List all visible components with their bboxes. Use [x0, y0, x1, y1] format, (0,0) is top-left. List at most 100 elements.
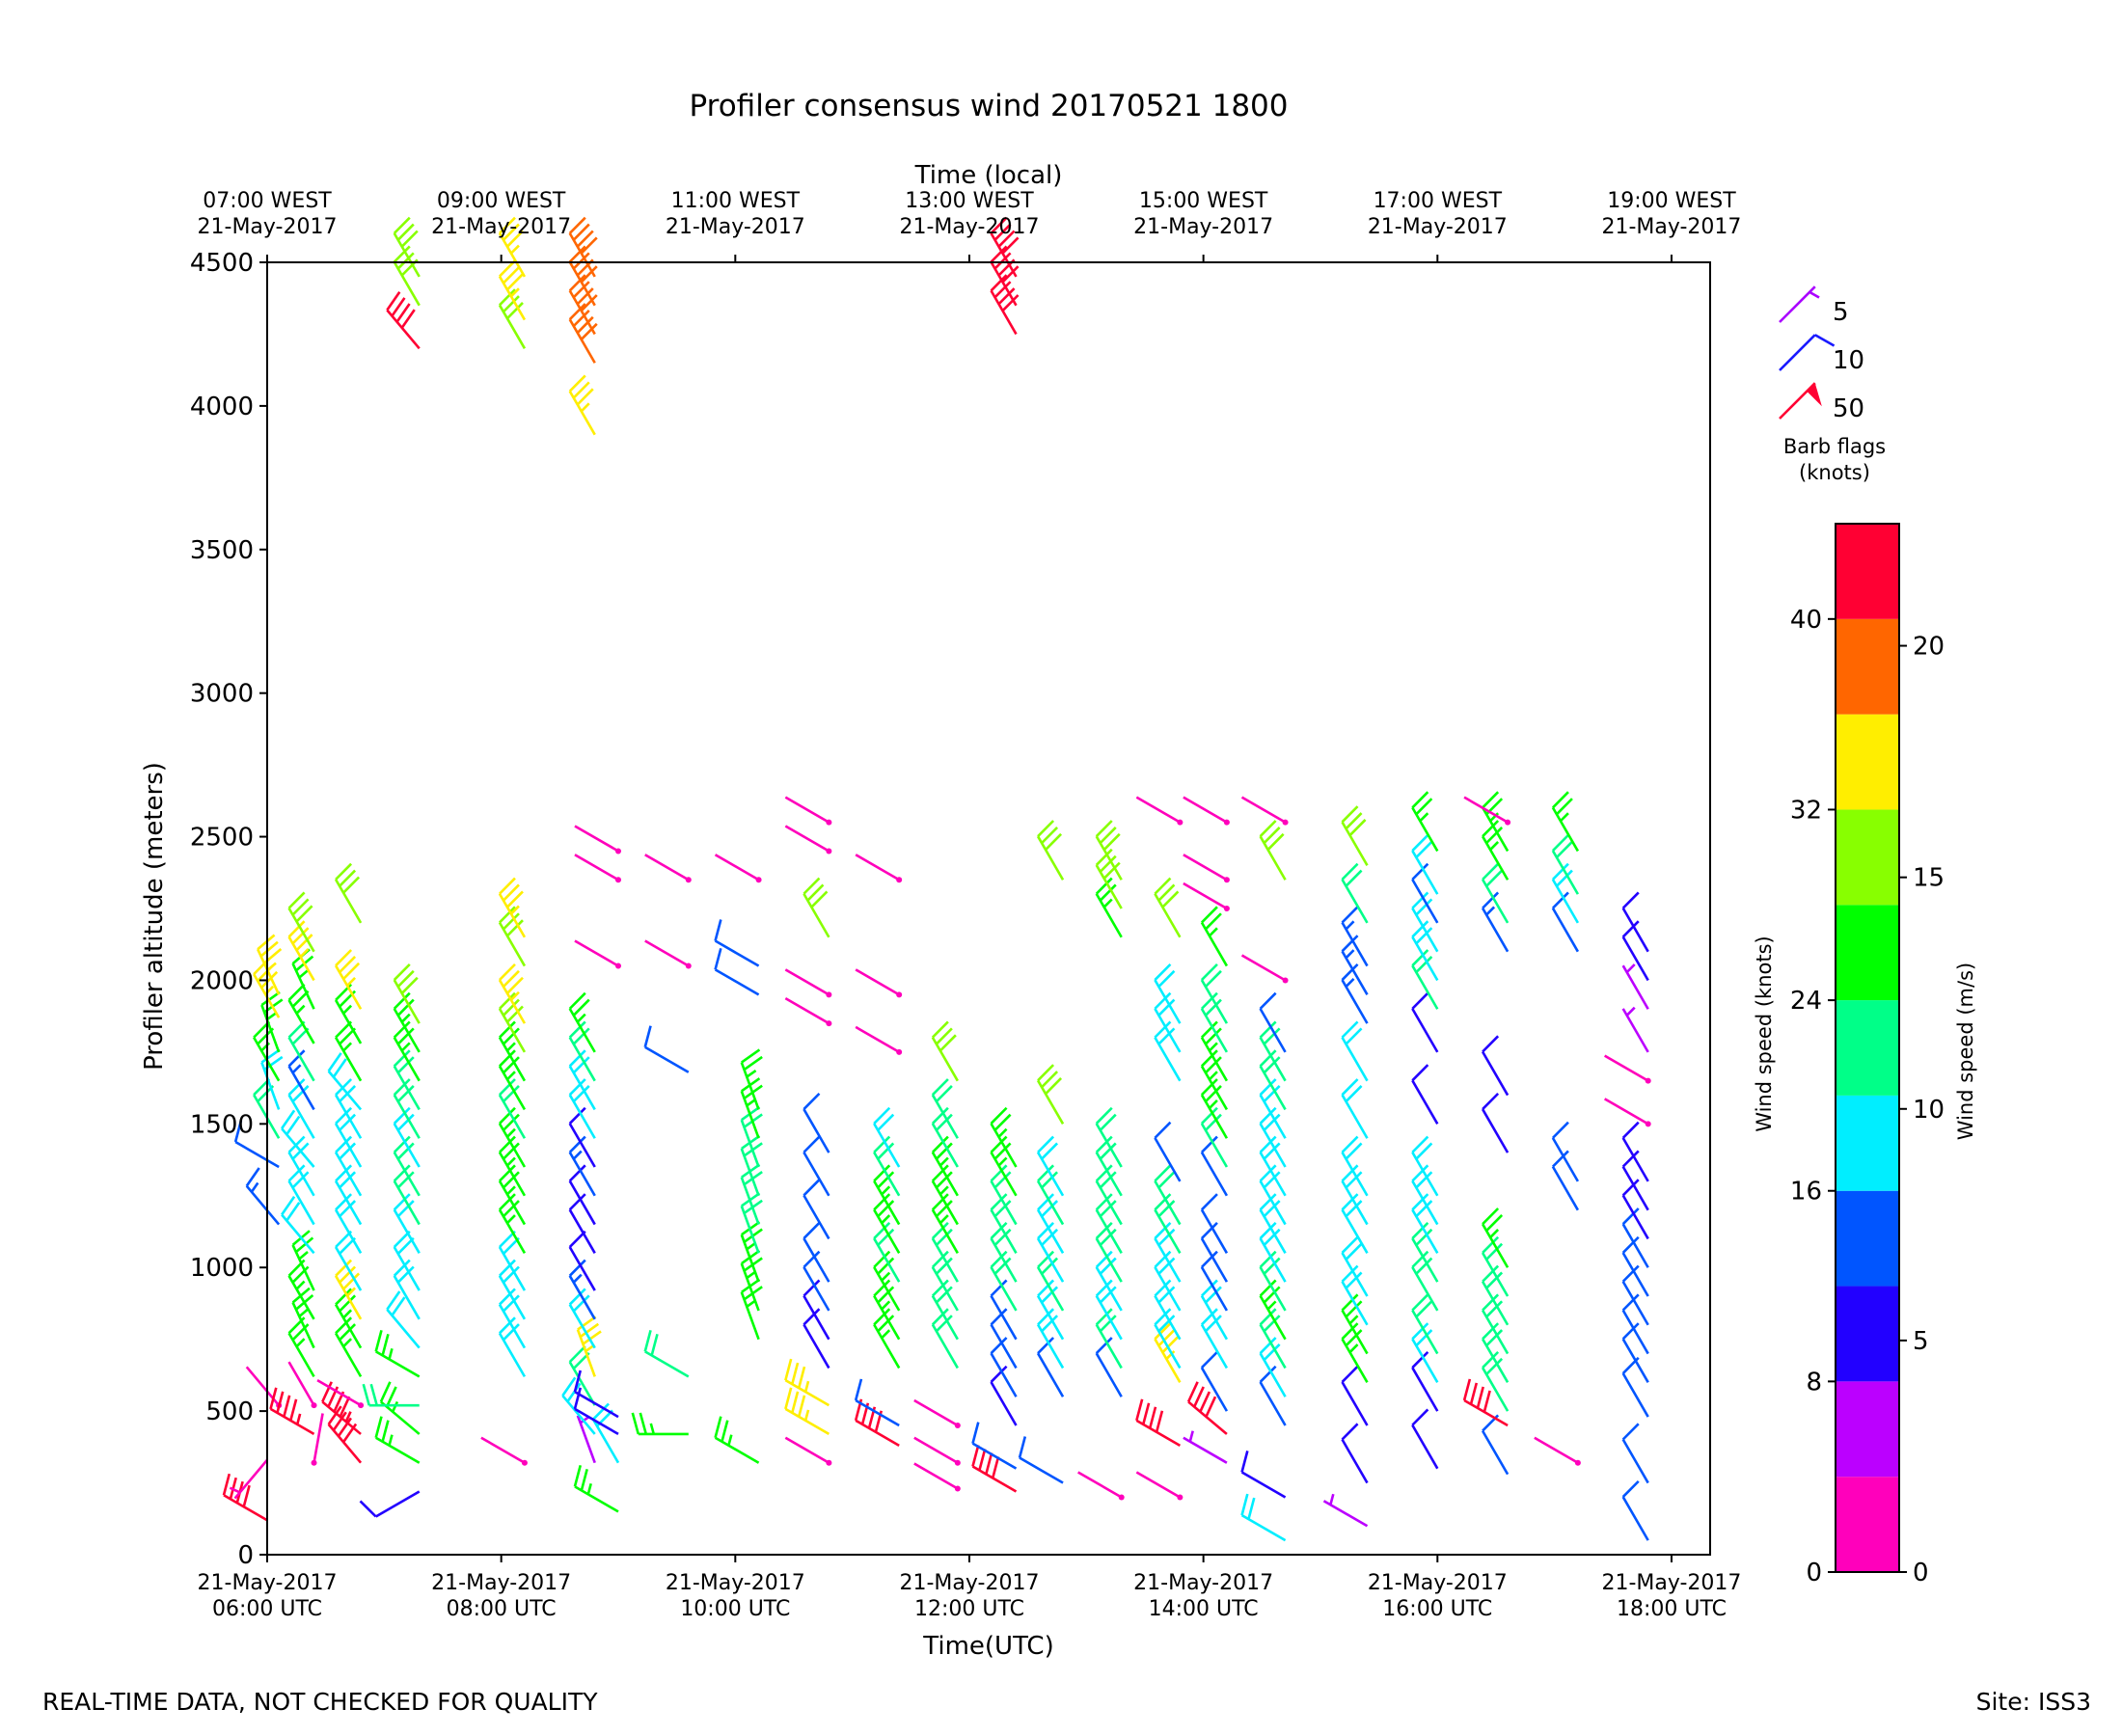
wind-barb	[1341, 1193, 1369, 1254]
wind-barb	[1154, 1221, 1182, 1283]
barb-full	[1415, 898, 1433, 916]
barb-full	[1341, 1193, 1359, 1211]
wind-barb	[334, 862, 363, 924]
wind-barb	[803, 1135, 830, 1197]
barb-staff	[1621, 1496, 1649, 1541]
barb-staff	[1779, 382, 1816, 420]
wind-barb	[260, 990, 284, 1053]
wind-barb	[393, 216, 421, 278]
barb-full	[1485, 1300, 1504, 1318]
barb-full	[1200, 1193, 1218, 1211]
wind-barb	[256, 934, 283, 995]
wind-barb	[334, 1193, 363, 1254]
barb-full	[1099, 1200, 1117, 1218]
wind-barb	[1200, 1350, 1229, 1412]
y-axis-label: Profiler altitude (meters)	[140, 762, 169, 1071]
barb-full	[260, 1048, 281, 1064]
barb-staff	[931, 1208, 959, 1254]
colorbar-knot-label: 32	[1790, 796, 1822, 825]
wind-barb	[568, 1259, 596, 1320]
barb-half	[1809, 290, 1820, 299]
barb-staff	[1621, 1372, 1649, 1418]
barb-full	[803, 1221, 821, 1239]
barb-full	[374, 1329, 383, 1352]
barb-staff	[1621, 1438, 1649, 1484]
barb-full	[1341, 1293, 1359, 1312]
wind-barb	[1036, 1064, 1065, 1125]
wind-barb	[1200, 1221, 1229, 1283]
wind-barb	[1411, 949, 1439, 1010]
barb-full	[1099, 1286, 1117, 1304]
barb-full	[803, 1179, 821, 1197]
barb-full	[1341, 963, 1359, 981]
barb-full	[393, 1078, 411, 1097]
barb-full	[245, 1167, 260, 1187]
barb-staff	[1621, 907, 1649, 953]
barb-staff	[1154, 1137, 1182, 1182]
barb-full	[931, 1078, 949, 1097]
wind-barb	[873, 1106, 901, 1168]
wind-barb	[573, 1387, 619, 1436]
barb-full	[990, 1221, 1008, 1239]
barb-full	[803, 877, 821, 895]
barb-full	[1263, 1286, 1281, 1304]
wind-barb	[873, 1221, 901, 1283]
wind-barb	[1341, 1078, 1369, 1139]
barb-staff	[1200, 1323, 1229, 1370]
barb-full	[1485, 1271, 1504, 1289]
barb-staff	[334, 1094, 363, 1139]
barb-staff	[568, 1094, 596, 1139]
barb-full	[1204, 1085, 1222, 1103]
wind-barb	[784, 1436, 832, 1466]
barb-full	[576, 230, 594, 248]
barb-full	[332, 1058, 347, 1078]
wind-barb	[1481, 1350, 1510, 1412]
barb-half	[1485, 906, 1496, 916]
barb-staff	[855, 1398, 900, 1427]
barb-full	[396, 1171, 415, 1189]
barb-full	[386, 291, 401, 312]
barb-full	[1485, 1214, 1504, 1233]
barb-full	[291, 1265, 310, 1284]
barb-full	[1411, 949, 1429, 967]
barb-staff	[334, 1208, 363, 1254]
barb-half	[506, 1071, 516, 1081]
barb-full	[503, 1323, 520, 1342]
barb-full	[580, 294, 598, 312]
barb-full	[332, 1411, 347, 1431]
wind-barb	[1481, 820, 1510, 881]
barb-staff	[1183, 854, 1228, 882]
colorbar-bin	[1836, 1000, 1899, 1096]
barb-full	[1142, 1402, 1151, 1425]
barb-full	[931, 1193, 949, 1211]
legend-label: 10	[1833, 346, 1864, 375]
barb-full	[327, 1405, 342, 1425]
barb-staff	[1259, 1008, 1287, 1053]
barb-full	[503, 1294, 520, 1313]
wind-barb	[386, 1290, 421, 1349]
barb-calm-dot	[896, 1048, 903, 1055]
barb-staff	[1135, 1471, 1182, 1499]
barb-full	[506, 1005, 524, 1023]
wind-barb	[1095, 1337, 1123, 1397]
barb-full	[1621, 1179, 1640, 1197]
barb-staff	[740, 1148, 760, 1197]
wind-barb	[931, 1250, 959, 1312]
barb-full	[1099, 1142, 1117, 1160]
barb-full	[291, 1171, 310, 1189]
wind-barb	[1341, 1020, 1369, 1082]
barb-calm-dot	[826, 819, 832, 826]
barb-full	[503, 1142, 520, 1160]
wind-barb	[498, 1316, 527, 1378]
barb-full	[1259, 1279, 1277, 1297]
barb-half	[1625, 1006, 1636, 1017]
barb-full	[400, 309, 416, 329]
barb-full	[1551, 862, 1569, 881]
barb-full	[1341, 935, 1359, 953]
wind-barb	[1341, 1264, 1369, 1326]
barb-full	[572, 252, 590, 270]
wind-barb	[1481, 1207, 1510, 1268]
barb-calm-dot	[755, 877, 762, 883]
barb-staff	[1341, 1252, 1369, 1297]
barb-full	[381, 1333, 390, 1356]
